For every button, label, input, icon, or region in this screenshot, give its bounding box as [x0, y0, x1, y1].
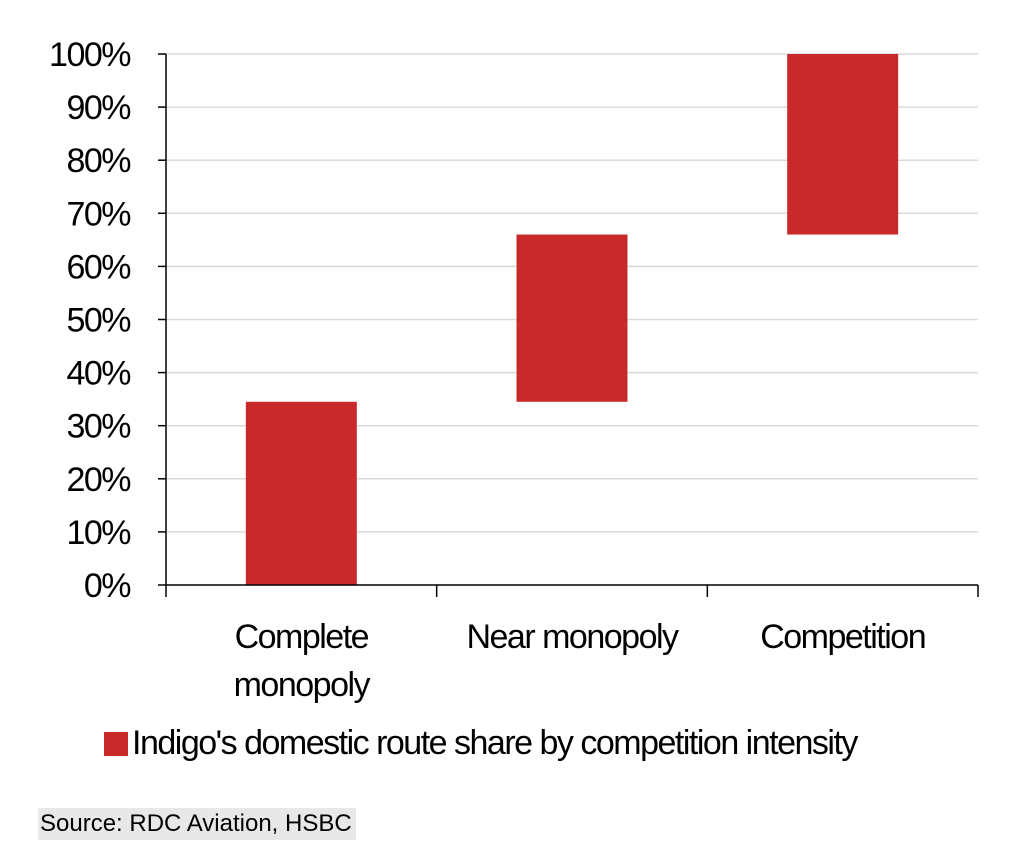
y-tick-label: 20%	[66, 461, 131, 499]
legend-label: Indigo's domestic route share by competi…	[132, 724, 858, 762]
y-tick-label: 0%	[84, 567, 131, 605]
y-tick-label: 90%	[66, 89, 131, 127]
bars	[245, 54, 899, 585]
x-axis-category-labels: Complete monopoly Near monopoly Competition	[234, 618, 927, 704]
bar-0	[245, 401, 357, 585]
bar-1	[516, 234, 628, 402]
y-tick-label: 100%	[49, 36, 131, 74]
axes	[158, 53, 979, 597]
y-tick-label: 10%	[66, 514, 131, 552]
x-category-label: monopoly	[234, 666, 371, 704]
y-tick-label: 80%	[66, 142, 131, 180]
bar-2	[787, 54, 899, 235]
legend: Indigo's domestic route share by competi…	[104, 724, 858, 763]
y-tick-label: 40%	[66, 355, 131, 393]
y-tick-label: 70%	[66, 195, 131, 233]
x-category-label: Complete	[235, 618, 369, 656]
y-tick-label: 30%	[66, 408, 131, 446]
y-tick-label: 60%	[66, 248, 131, 286]
x-category-label: Competition	[760, 618, 925, 656]
y-axis-tick-labels: 0% 10% 20% 30% 40% 50% 60% 70% 80% 90% 100%	[49, 36, 133, 605]
source-note: Source: RDC Aviation, HSBC	[38, 808, 356, 840]
legend-swatch	[104, 731, 128, 756]
chart: 0% 10% 20% 30% 40% 50% 60% 70% 80% 90% 100% Comple…	[49, 36, 979, 704]
x-category-label: Near monopoly	[466, 618, 679, 656]
y-tick-label: 50%	[66, 302, 131, 340]
